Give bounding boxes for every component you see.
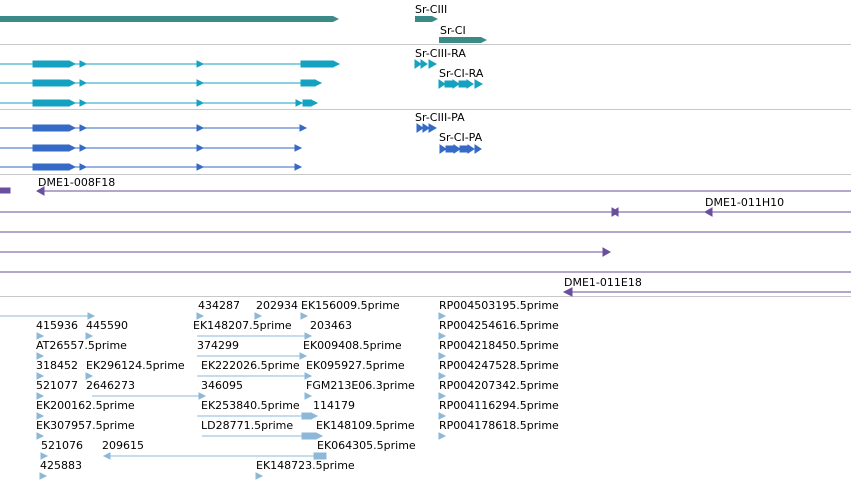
est-label[interactable]: 209615 xyxy=(102,439,144,452)
est-label[interactable]: EK148109.5prime xyxy=(316,419,415,432)
est-label[interactable]: RP004503195.5prime xyxy=(439,299,559,312)
est-label[interactable]: AT26557.5prime xyxy=(36,339,127,352)
est-label[interactable]: 203463 xyxy=(310,319,352,332)
est-label[interactable]: EK222026.5prime xyxy=(201,359,300,372)
est-label[interactable]: 521076 xyxy=(41,439,83,452)
est-label[interactable]: 2646273 xyxy=(86,379,135,392)
transcript-label-sr-ci-ra[interactable]: Sr-CI-RA xyxy=(439,67,484,80)
gene-label-sr-ciii[interactable]: Sr-CIII xyxy=(415,3,448,16)
protein-label-sr-ciii-pa[interactable]: Sr-CIII-PA xyxy=(415,111,465,124)
est-label[interactable]: RP004207342.5prime xyxy=(439,379,559,392)
est-label[interactable]: 346095 xyxy=(201,379,243,392)
est-label[interactable]: RP004254616.5prime xyxy=(439,319,559,332)
est-label[interactable]: RP004218450.5prime xyxy=(439,339,559,352)
gene-label-sr-ci[interactable]: Sr-CI xyxy=(440,24,466,37)
est-label[interactable]: RP004178618.5prime xyxy=(439,419,559,432)
track-divider-clones xyxy=(0,296,851,297)
est-label[interactable]: EK296124.5prime xyxy=(86,359,185,372)
transcript-ra-rows[interactable] xyxy=(0,59,484,107)
est-label[interactable]: FGM213E06.3prime xyxy=(306,379,415,392)
clone-features[interactable] xyxy=(0,186,851,297)
gene-feature-sr-ciii[interactable] xyxy=(415,16,438,22)
est-label[interactable]: 114179 xyxy=(313,399,355,412)
est-label[interactable]: 374299 xyxy=(197,339,239,352)
est-label[interactable]: EK009408.5prime xyxy=(303,339,402,352)
clone-label-dme1-011e18[interactable]: DME1-011E18 xyxy=(564,276,642,289)
track-divider-mrna xyxy=(0,109,851,110)
est-label[interactable]: EK148723.5prime xyxy=(256,459,355,472)
est-label[interactable]: 318452 xyxy=(36,359,78,372)
est-features[interactable] xyxy=(0,312,447,480)
protein-label-sr-ci-pa[interactable]: Sr-CI-PA xyxy=(439,131,483,144)
est-label[interactable]: 415936 xyxy=(36,319,78,332)
est-label[interactable]: LD28771.5prime xyxy=(201,419,294,432)
est-label[interactable]: 202934 xyxy=(256,299,298,312)
est-label[interactable]: 434287 xyxy=(198,299,240,312)
clone-label-dme1-011h10[interactable]: DME1-011H10 xyxy=(705,196,785,209)
est-label[interactable]: EK307957.5prime xyxy=(36,419,135,432)
est-label[interactable]: EK200162.5prime xyxy=(36,399,135,412)
est-label[interactable]: EK148207.5prime xyxy=(193,319,292,332)
gene-feature-sr-ci[interactable] xyxy=(439,37,487,43)
est-label[interactable]: EK064305.5prime xyxy=(317,439,416,452)
transcript-label-sr-ciii-ra[interactable]: Sr-CIII-RA xyxy=(415,47,466,60)
track-divider-cds xyxy=(0,174,851,175)
est-label[interactable]: RP004116294.5prime xyxy=(439,399,559,412)
clone-label-dme1-008f18[interactable]: DME1-008F18 xyxy=(38,176,116,189)
est-label[interactable]: 445590 xyxy=(86,319,128,332)
est-label[interactable]: RP004247528.5prime xyxy=(439,359,559,372)
est-label[interactable]: EK253840.5prime xyxy=(201,399,300,412)
est-label[interactable]: EK156009.5prime xyxy=(301,299,400,312)
track-divider-gene xyxy=(0,44,851,45)
est-label[interactable]: 425883 xyxy=(40,459,82,472)
est-label[interactable]: 521077 xyxy=(36,379,78,392)
est-label[interactable]: EK095927.5prime xyxy=(306,359,405,372)
gene-feature-large[interactable] xyxy=(0,16,339,22)
transcript-pa-rows[interactable] xyxy=(0,123,482,171)
